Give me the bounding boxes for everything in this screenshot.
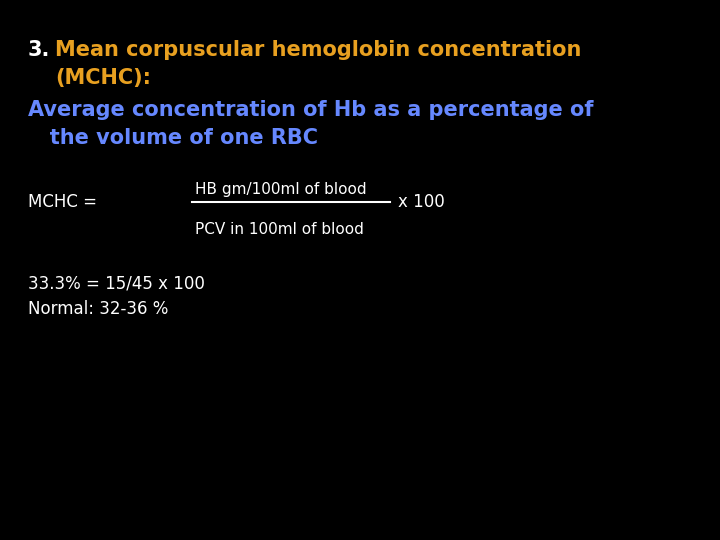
Text: Mean corpuscular hemoglobin concentration: Mean corpuscular hemoglobin concentratio… — [55, 40, 581, 60]
Text: HB gm/100ml of blood: HB gm/100ml of blood — [195, 182, 366, 197]
Text: Average concentration of Hb as a percentage of: Average concentration of Hb as a percent… — [28, 100, 593, 120]
Text: MCHC =: MCHC = — [28, 193, 102, 211]
Text: (MCHC):: (MCHC): — [55, 68, 151, 88]
Text: the volume of one RBC: the volume of one RBC — [28, 128, 318, 148]
Text: 3.: 3. — [28, 40, 50, 60]
Text: 33.3% = 15/45 x 100: 33.3% = 15/45 x 100 — [28, 275, 205, 293]
Text: Normal: 32-36 %: Normal: 32-36 % — [28, 300, 168, 318]
Text: x 100: x 100 — [398, 193, 445, 211]
Text: PCV in 100ml of blood: PCV in 100ml of blood — [195, 222, 364, 237]
